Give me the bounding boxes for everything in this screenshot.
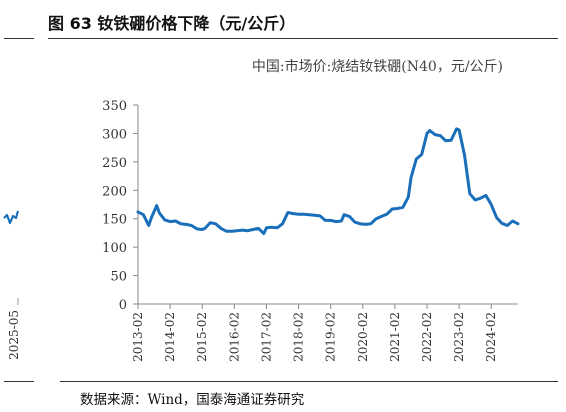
x-axis-ticks: 2013-02 2014-02 2015-02 2016-02 2017-02 2018-… — [131, 304, 498, 362]
y-tick-label: 0 — [119, 298, 127, 313]
y-tick-label: 50 — [110, 270, 127, 285]
x-tick-label: 2020-02 — [356, 312, 370, 362]
x-tick-label: 2017-02 — [259, 312, 273, 362]
x-tick-label: 2015-02 — [195, 312, 209, 362]
side-x-tick-label: 2025-05 — [7, 310, 21, 360]
x-tick-label: 2013-02 — [131, 312, 145, 362]
chart-axes — [137, 105, 518, 305]
source-rule — [60, 381, 558, 382]
y-tick-label: 350 — [102, 99, 127, 114]
y-tick-label: 150 — [102, 213, 127, 228]
x-tick-label: 2016-02 — [227, 312, 241, 362]
figure-source: 数据来源：Wind，国泰海通证券研究 — [80, 392, 305, 408]
x-tick-label: 2023-02 — [452, 312, 466, 362]
series-line — [136, 127, 520, 235]
x-tick-label: 2019-02 — [324, 312, 338, 362]
title-rule — [48, 38, 558, 39]
figure-title: 图 63 钕铁硼价格下降（元/公斤） — [48, 14, 296, 33]
x-tick-label: 2022-02 — [420, 312, 434, 362]
x-tick-label: 2014-02 — [163, 312, 177, 362]
y-axis-ticks: 0 50 100 150 200 250 300 350 — [102, 99, 138, 313]
y-tick-label: 250 — [102, 156, 127, 171]
y-tick-label: 100 — [102, 241, 127, 256]
x-tick-label: 2021-02 — [388, 312, 402, 362]
x-tick-label: 2018-02 — [292, 312, 306, 362]
y-tick-label: 200 — [102, 184, 127, 199]
legend-entry: 中国:市场价:烧结钕铁硼(N40，元/公斤) — [252, 58, 503, 75]
side-top-rule — [4, 38, 34, 39]
x-tick-label: 2024-02 — [484, 312, 498, 362]
side-series-line — [3, 210, 20, 225]
y-tick-label: 300 — [102, 127, 127, 142]
side-bottom-rule — [4, 381, 34, 382]
side-chart-fragment: 2025-05 — [3, 210, 21, 360]
